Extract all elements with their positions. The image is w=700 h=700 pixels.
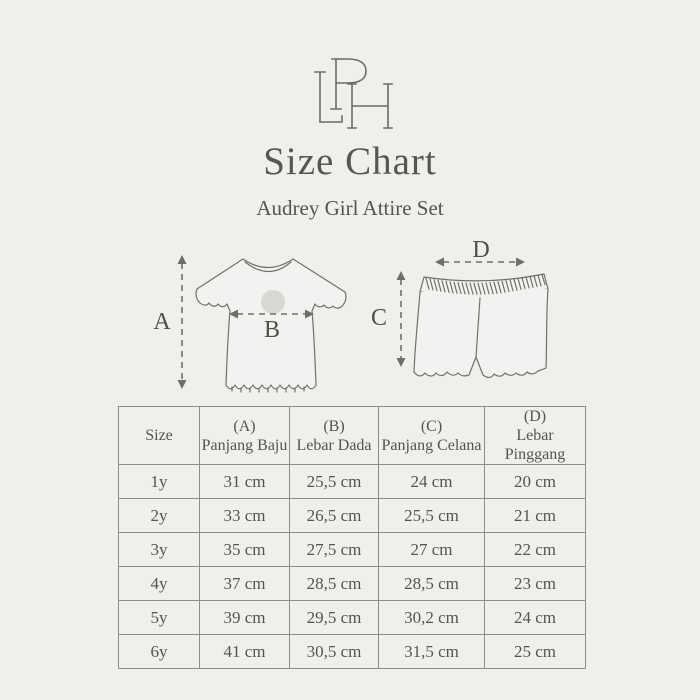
value-cell-b: 28,5 cm <box>289 566 379 601</box>
chest-print-circle <box>261 290 285 314</box>
column-header-c: (C) Panjang Celana <box>378 406 485 465</box>
value-cell-d: 23 cm <box>484 566 586 601</box>
value-cell-d: 20 cm <box>484 464 586 499</box>
dimension-label-c: C <box>370 305 387 331</box>
column-header-d-code: (D) <box>523 408 547 425</box>
value-cell-d: 25 cm <box>484 634 586 669</box>
table-row: 4y 37 cm 28,5 cm 28,5 cm 23 cm <box>118 566 586 601</box>
value-cell-a: 37 cm <box>199 566 290 601</box>
dimension-label-a: A <box>153 309 171 335</box>
size-cell: 3y <box>118 532 200 567</box>
value-cell-d: 21 cm <box>484 498 586 533</box>
dimension-label-d: D <box>472 237 490 263</box>
measure-arrow-c <box>396 271 406 367</box>
column-header-a-label: Panjang Baju <box>201 436 288 454</box>
table-row: 1y 31 cm 25,5 cm 24 cm 20 cm <box>118 464 586 499</box>
value-cell-b: 26,5 cm <box>289 498 379 533</box>
table-row: 5y 39 cm 29,5 cm 30,2 cm 24 cm <box>118 600 586 635</box>
value-cell-b: 30,5 cm <box>289 634 379 669</box>
column-header-c-label: Panjang Celana <box>381 436 482 454</box>
column-header-a-code: (A) <box>233 417 256 435</box>
column-header-c-code: (C) <box>420 417 443 435</box>
elastic-waistband-hatching <box>425 273 546 295</box>
measure-arrow-d <box>435 257 525 267</box>
value-cell-a: 31 cm <box>199 464 290 499</box>
table-row: 2y 33 cm 26,5 cm 25,5 cm 21 cm <box>118 498 586 533</box>
measure-arrow-b <box>229 309 314 319</box>
size-table-header-row: Size (A) Panjang Baju (B) Lebar Dada (C)… <box>118 406 586 465</box>
value-cell-c: 31,5 cm <box>378 634 485 669</box>
value-cell-c: 27 cm <box>378 532 485 567</box>
value-cell-b: 29,5 cm <box>289 600 379 635</box>
value-cell-b: 25,5 cm <box>289 464 379 499</box>
column-header-size-label: Size <box>145 427 173 444</box>
size-cell: 1y <box>118 464 200 499</box>
value-cell-a: 39 cm <box>199 600 290 635</box>
size-cell: 6y <box>118 634 200 669</box>
column-header-size: Size <box>118 406 200 465</box>
brand-logo <box>308 54 398 134</box>
column-header-d-label: Lebar Pinggang <box>504 427 566 463</box>
column-header-b-label: Lebar Dada <box>296 436 372 454</box>
column-header-b: (B) Lebar Dada <box>289 406 379 465</box>
size-cell: 4y <box>118 566 200 601</box>
value-cell-c: 24 cm <box>378 464 485 499</box>
page-title: Size Chart <box>263 140 437 183</box>
table-row: 6y 41 cm 30,5 cm 31,5 cm 25 cm <box>118 634 586 669</box>
value-cell-d: 22 cm <box>484 532 586 567</box>
value-cell-d: 24 cm <box>484 600 586 635</box>
girl-top-illustration <box>195 258 347 393</box>
value-cell-c: 25,5 cm <box>378 498 485 533</box>
value-cell-a: 41 cm <box>199 634 290 669</box>
value-cell-a: 33 cm <box>199 498 290 533</box>
garment-diagram-canvas <box>177 255 549 393</box>
size-cell: 2y <box>118 498 200 533</box>
value-cell-b: 27,5 cm <box>289 532 379 567</box>
table-row: 3y 35 cm 27,5 cm 27 cm 22 cm <box>118 532 586 567</box>
value-cell-a: 35 cm <box>199 532 290 567</box>
dimension-label-b: B <box>263 317 280 343</box>
lph-monogram-icon <box>314 58 393 129</box>
column-header-a: (A) Panjang Baju <box>199 406 290 465</box>
page-subtitle: Audrey Girl Attire Set <box>256 196 444 220</box>
size-cell: 5y <box>118 600 200 635</box>
girl-shorts-illustration <box>413 273 549 379</box>
column-header-b-code: (B) <box>323 417 345 435</box>
size-table: Size (A) Panjang Baju (B) Lebar Dada (C)… <box>118 406 586 669</box>
value-cell-c: 30,2 cm <box>378 600 485 635</box>
measure-arrow-a <box>177 255 187 389</box>
column-header-d: (D) Lebar Pinggang <box>484 406 586 465</box>
value-cell-c: 28,5 cm <box>378 566 485 601</box>
measurement-diagram: A B C D <box>0 230 700 410</box>
